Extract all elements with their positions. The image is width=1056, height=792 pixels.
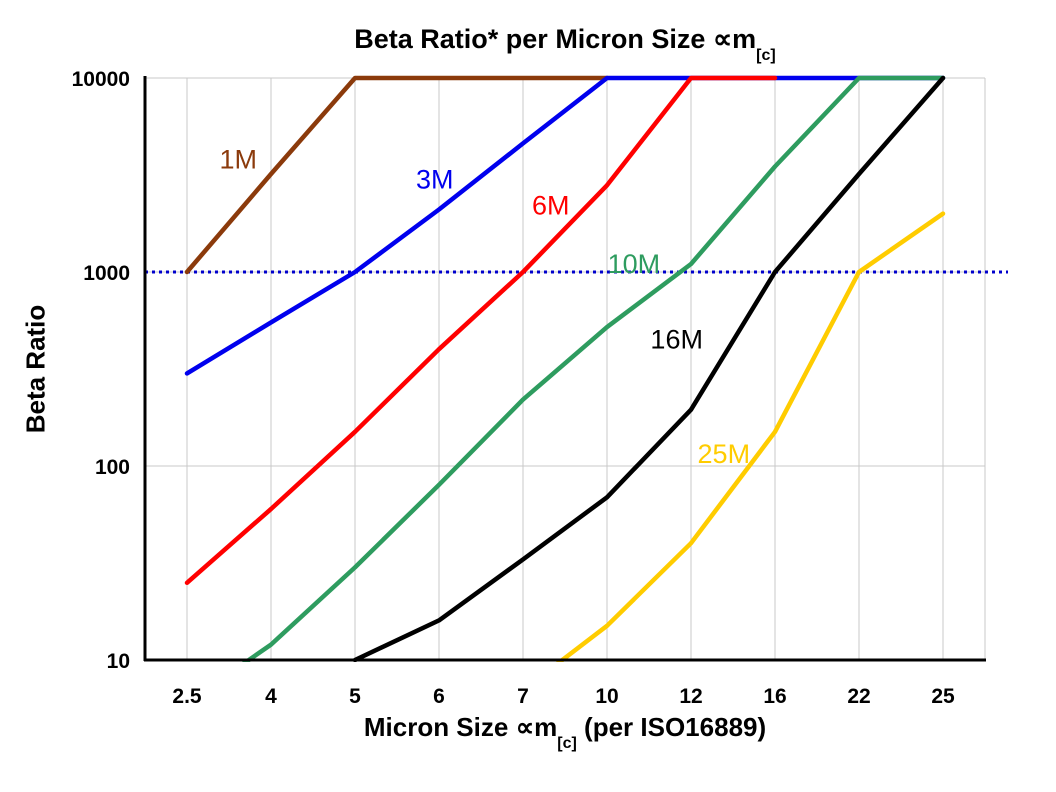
x-tick-label: 12 (679, 685, 702, 708)
chart-title-main: Beta Ratio* per Micron Size (354, 24, 713, 54)
y-tick-label: 10000 (72, 68, 130, 91)
series-label-16M: 16M (650, 324, 703, 354)
series-label-1M: 1M (219, 145, 257, 175)
x-tick-label: 6 (433, 685, 445, 708)
chart-title: Beta Ratio* per Micron Size ∝m[c] (145, 24, 985, 64)
x-tick-label: 16 (763, 685, 786, 708)
series-label-25M: 25M (698, 439, 751, 469)
x-axis-title-post: (per ISO16889) (576, 712, 767, 742)
series-line-16M (352, 75, 946, 662)
series-label-3M: 3M (416, 164, 454, 194)
x-tick-label: 4 (265, 685, 277, 708)
series-line-1M (184, 75, 610, 275)
x-tick-label: 25 (931, 685, 955, 708)
chart-title-symbol: ∝m (712, 24, 757, 54)
series-label-10M: 10M (608, 249, 661, 279)
x-axis-title-symbol: ∝m (515, 712, 558, 742)
x-axis-title-pre: Micron Size (363, 712, 516, 742)
y-tick-label: 100 (95, 456, 130, 479)
x-tick-label: 5 (349, 685, 361, 708)
series-label-6M: 6M (532, 191, 570, 221)
series-line-10M (242, 75, 946, 662)
x-tick-label: 7 (517, 685, 529, 708)
x-tick-label: 2.5 (172, 685, 202, 708)
x-tick-label: 22 (847, 685, 870, 708)
x-axis-title-subscript: [c] (557, 735, 577, 753)
chart-title-subscript: [c] (756, 47, 776, 65)
x-tick-label: 10 (595, 685, 618, 708)
series-line-6M (184, 75, 778, 586)
y-axis-title: Beta Ratio (20, 304, 51, 434)
x-axis-title: Micron Size ∝m[c] (per ISO16889) (145, 712, 985, 752)
y-tick-label: 1000 (83, 262, 130, 285)
series-line-3M (184, 75, 946, 376)
series-line-25M (556, 211, 946, 662)
y-tick-label: 10 (107, 650, 130, 673)
